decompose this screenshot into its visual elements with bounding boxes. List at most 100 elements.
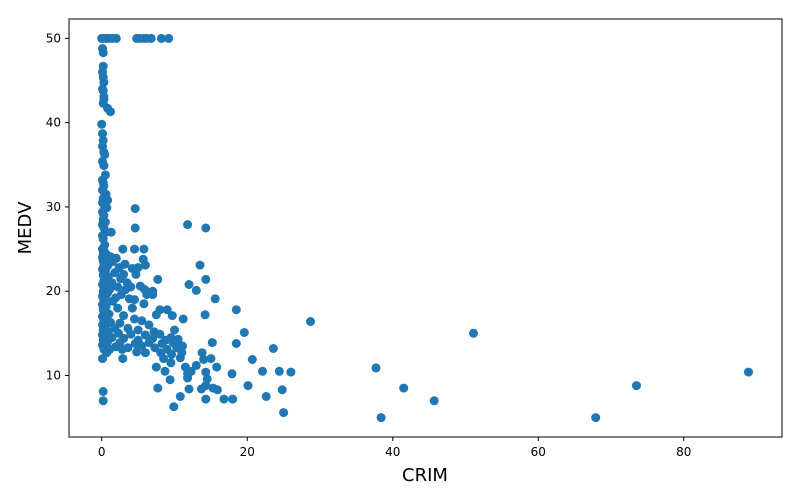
data-point-23: [99, 94, 109, 104]
data-point-112: [148, 290, 158, 300]
data-point-81: [140, 260, 150, 270]
data-point-204: [206, 354, 216, 364]
data-point-134: [167, 311, 177, 321]
data-point-128: [231, 305, 241, 315]
data-point-210: [212, 362, 222, 372]
y-axis-ticks: 10 20 30 40 50: [46, 31, 69, 382]
data-point-188: [268, 344, 278, 353]
data-point-132: [119, 311, 129, 321]
y-axis-label: MEDV: [15, 201, 36, 254]
data-point-135: [200, 310, 210, 320]
data-point-218: [744, 367, 753, 377]
data-point-238: [228, 394, 238, 404]
data-point-54: [130, 223, 140, 233]
data-point-239: [261, 392, 271, 401]
data-point-175: [157, 339, 167, 348]
data-point-118: [210, 294, 220, 304]
data-point-140: [178, 314, 188, 324]
data-points: [97, 33, 753, 423]
data-point-197: [197, 348, 207, 358]
data-point-64: [139, 244, 149, 254]
data-point-76: [195, 260, 205, 270]
data-point-145: [306, 317, 315, 326]
data-point-14: [98, 48, 108, 58]
data-point-120: [108, 296, 118, 306]
data-point-223: [183, 373, 193, 383]
data-point-5: [111, 33, 121, 43]
data-point-178: [207, 338, 217, 348]
data-point-212: [160, 366, 170, 376]
y-tick-label-10: 10: [46, 368, 61, 382]
x-axis-ticks: 0 20 40 60 80: [98, 437, 691, 459]
data-point-211: [371, 363, 381, 373]
data-point-46: [130, 204, 140, 214]
data-point-215: [258, 366, 267, 376]
data-point-27: [98, 129, 107, 139]
y-tick-label-50: 50: [46, 31, 61, 45]
data-point-158: [155, 329, 165, 339]
data-point-193: [140, 348, 150, 358]
data-point-117: [130, 295, 139, 305]
x-axis-label: CRIM: [402, 465, 448, 486]
data-point-52: [183, 220, 193, 230]
x-tick-label-0: 0: [98, 445, 106, 459]
data-point-191: [117, 344, 127, 354]
data-point-26: [97, 119, 107, 129]
data-point-245: [591, 413, 601, 423]
data-point-57: [106, 227, 116, 237]
data-point-160: [239, 328, 249, 337]
data-point-232: [277, 385, 287, 395]
data-point-217: [286, 367, 296, 377]
data-point-221: [227, 369, 237, 379]
data-point-124: [113, 303, 123, 313]
data-point-231: [212, 385, 222, 395]
data-point-152: [170, 325, 179, 335]
data-point-25: [106, 107, 115, 117]
data-point-229: [196, 384, 206, 394]
data-point-237: [219, 394, 229, 404]
data-point-214: [201, 367, 211, 377]
data-point-226: [632, 381, 641, 391]
data-point-244: [376, 413, 386, 423]
data-point-240: [98, 396, 108, 406]
data-point-195: [167, 349, 177, 359]
data-point-233: [399, 383, 409, 393]
y-tick-label-20: 20: [46, 284, 61, 298]
data-point-220: [202, 374, 212, 384]
data-point-228: [184, 384, 194, 394]
data-point-225: [243, 381, 253, 391]
data-point-125: [127, 303, 137, 313]
data-point-207: [191, 360, 201, 370]
data-point-201: [159, 354, 169, 364]
data-point-192: [132, 347, 142, 357]
data-point-208: [151, 362, 161, 372]
data-point-91: [153, 274, 163, 284]
data-point-199: [98, 354, 107, 364]
data-point-107: [191, 285, 201, 295]
x-tick-label-20: 20: [240, 445, 255, 459]
data-point-203: [199, 355, 209, 364]
data-point-139: [137, 316, 147, 326]
data-point-150: [133, 325, 143, 335]
data-point-205: [247, 355, 257, 364]
data-point-63: [130, 244, 139, 254]
data-point-184: [137, 341, 147, 351]
data-point-87: [131, 269, 141, 279]
data-point-55: [201, 223, 211, 233]
data-point-202: [175, 353, 185, 363]
y-tick-label-40: 40: [46, 116, 61, 130]
data-point-243: [279, 408, 289, 418]
data-point-33: [99, 161, 109, 171]
data-point-12: [164, 33, 174, 43]
x-tick-label-60: 60: [531, 445, 546, 459]
data-point-206: [166, 358, 176, 368]
data-point-121: [139, 299, 149, 309]
plot-frame: [68, 18, 783, 438]
data-point-138: [130, 314, 139, 324]
data-point-157: [140, 330, 150, 340]
data-point-133: [151, 310, 161, 320]
y-tick-label-30: 30: [46, 200, 61, 214]
data-point-174: [144, 338, 154, 348]
data-point-222: [165, 375, 175, 385]
x-tick-label-80: 80: [676, 445, 691, 459]
